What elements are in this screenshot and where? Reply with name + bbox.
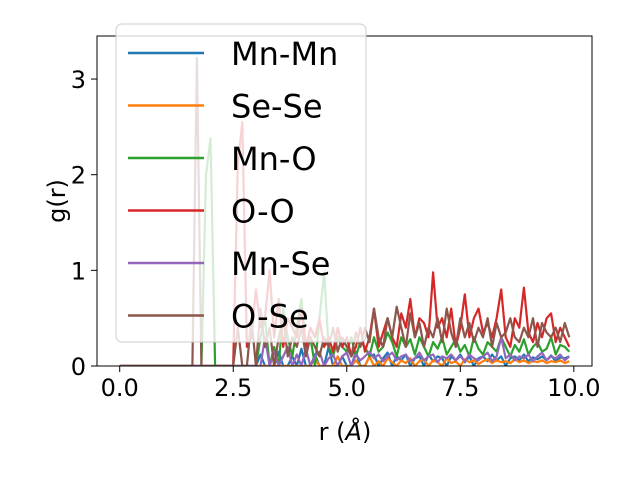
x-axis-label-unit: Å xyxy=(344,417,362,446)
series-line-mn-se xyxy=(119,336,571,366)
axes: 0.0 2.5 5.0 7.5 10.0 0 1 2 3 xyxy=(71,35,601,402)
legend-label: O-Se xyxy=(231,298,309,336)
x-tick-label: 2.5 xyxy=(214,374,252,402)
legend-label: Se-Se xyxy=(231,88,323,126)
x-tick-label: 7.5 xyxy=(441,374,479,402)
x-axis-label: r (Å) xyxy=(319,417,372,446)
y-tick-label: 1 xyxy=(71,257,86,285)
x-axis-label-text: r ( xyxy=(319,418,346,446)
legend-label: Mn-Se xyxy=(231,245,330,283)
series-line-mn-o xyxy=(119,137,571,366)
legend-label: Mn-Mn xyxy=(231,35,338,73)
y-axis-label: g(r) xyxy=(43,179,71,223)
x-axis-label-close: ) xyxy=(362,418,371,446)
series-line-se-se xyxy=(119,355,570,366)
y-tick-label: 3 xyxy=(71,66,86,94)
legend-label: O-O xyxy=(231,193,295,231)
legend: Mn-Mn Se-Se Mn-O O-O Mn-Se O-Se xyxy=(115,23,367,343)
x-tick-label: 5.0 xyxy=(328,374,366,402)
x-tick-label: 0.0 xyxy=(101,374,139,402)
y-tick-label: 2 xyxy=(71,162,86,190)
y-tick-label: 0 xyxy=(71,353,86,381)
legend-label: Mn-O xyxy=(231,140,317,178)
x-tick-label: 10.0 xyxy=(547,374,600,402)
